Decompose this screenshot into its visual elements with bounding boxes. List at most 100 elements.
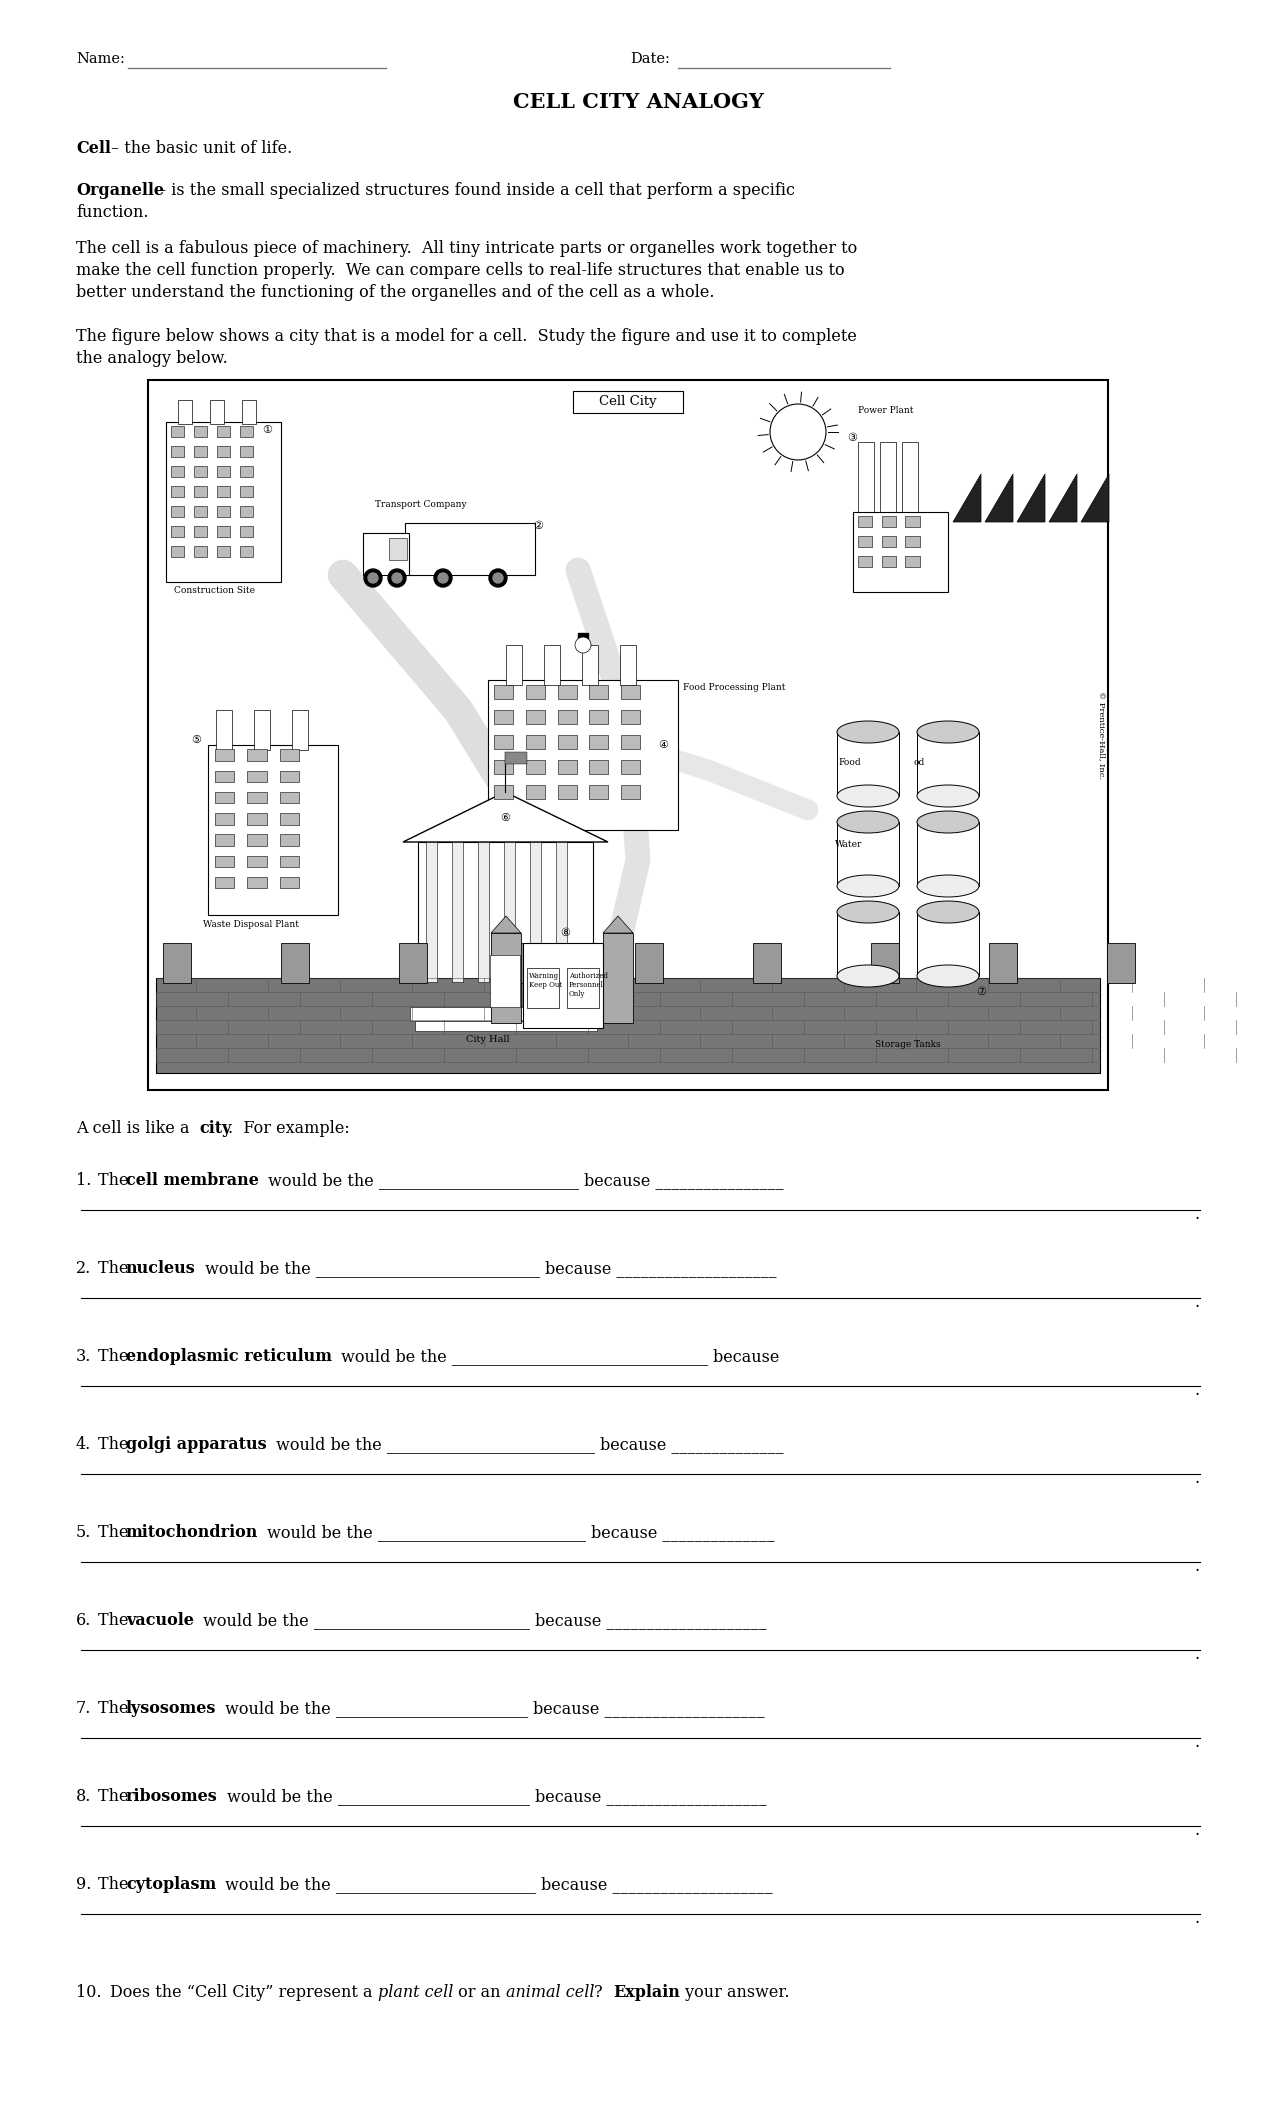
- Bar: [604, 933, 633, 1023]
- Text: Water: Water: [835, 840, 863, 849]
- Text: animal cell: animal cell: [505, 1983, 595, 2000]
- Text: Organelle: Organelle: [77, 183, 165, 200]
- Polygon shape: [403, 792, 607, 843]
- Ellipse shape: [917, 721, 979, 744]
- Text: city: city: [199, 1120, 231, 1137]
- Bar: [487, 681, 678, 830]
- Bar: [211, 399, 225, 424]
- Text: City Hall: City Hall: [466, 1036, 510, 1044]
- Text: .: .: [1194, 1822, 1199, 1838]
- Bar: [558, 786, 577, 798]
- Bar: [217, 427, 231, 437]
- Text: Power Plant: Power Plant: [857, 405, 914, 416]
- Bar: [217, 445, 231, 458]
- Bar: [857, 441, 874, 521]
- Bar: [905, 517, 920, 527]
- Ellipse shape: [837, 721, 900, 744]
- Bar: [279, 792, 299, 803]
- Bar: [902, 441, 917, 521]
- Text: – the basic unit of life.: – the basic unit of life.: [111, 141, 292, 158]
- Text: endoplasmic reticulum: endoplasmic reticulum: [126, 1349, 332, 1366]
- Text: CELL CITY ANALOGY: CELL CITY ANALOGY: [513, 92, 763, 111]
- Bar: [567, 969, 598, 1008]
- Circle shape: [489, 569, 507, 586]
- Text: Waste Disposal Plant: Waste Disposal Plant: [203, 920, 299, 929]
- Text: 7.: 7.: [77, 1700, 92, 1717]
- Text: A cell is like a: A cell is like a: [77, 1120, 195, 1137]
- Bar: [917, 821, 979, 887]
- Bar: [156, 977, 1100, 1074]
- Polygon shape: [1049, 475, 1077, 521]
- Bar: [517, 943, 545, 983]
- Text: would be the _________________________ because ________________: would be the _________________________ b…: [263, 1172, 783, 1189]
- Text: Warning
Keep Out: Warning Keep Out: [530, 973, 563, 990]
- Text: od: od: [914, 758, 924, 767]
- Bar: [214, 834, 234, 847]
- Bar: [556, 843, 567, 981]
- Bar: [590, 685, 609, 700]
- Circle shape: [493, 574, 503, 582]
- Text: The: The: [98, 1172, 134, 1189]
- Bar: [905, 557, 920, 567]
- Bar: [590, 786, 609, 798]
- Text: ribosomes: ribosomes: [126, 1788, 218, 1805]
- Bar: [494, 786, 513, 798]
- Bar: [558, 710, 577, 723]
- Text: your answer.: your answer.: [680, 1983, 790, 2000]
- Bar: [171, 546, 185, 557]
- Text: .: .: [1194, 1471, 1199, 1488]
- Text: 2.: 2.: [77, 1261, 92, 1277]
- Bar: [248, 750, 267, 761]
- Text: mitochondrion: mitochondrion: [126, 1523, 258, 1540]
- Bar: [214, 813, 234, 826]
- Bar: [590, 735, 609, 748]
- Bar: [194, 525, 208, 538]
- Bar: [399, 943, 427, 983]
- Text: Construction Site: Construction Site: [174, 586, 255, 595]
- Text: would be the __________________________ because ______________: would be the __________________________ …: [271, 1435, 783, 1454]
- Text: .: .: [1194, 1559, 1199, 1576]
- Bar: [507, 645, 522, 685]
- Bar: [166, 422, 281, 582]
- Bar: [526, 735, 545, 748]
- Polygon shape: [953, 475, 981, 521]
- Bar: [194, 445, 208, 458]
- Bar: [857, 536, 872, 546]
- Bar: [171, 445, 185, 458]
- Text: function.: function.: [77, 204, 148, 221]
- Text: would be the ________________________________ because: would be the ___________________________…: [336, 1349, 780, 1366]
- Bar: [426, 843, 436, 981]
- Bar: [214, 855, 234, 868]
- Bar: [362, 534, 410, 576]
- Bar: [281, 943, 309, 983]
- Text: 10.: 10.: [77, 1983, 102, 2000]
- Bar: [279, 834, 299, 847]
- Bar: [240, 485, 254, 498]
- Bar: [279, 750, 299, 761]
- Text: .: .: [1194, 1645, 1199, 1664]
- Text: .: .: [1194, 1294, 1199, 1311]
- Text: would be the __________________________ because ______________: would be the __________________________ …: [263, 1523, 775, 1540]
- Bar: [621, 685, 641, 700]
- Bar: [279, 771, 299, 782]
- Bar: [248, 855, 267, 868]
- Bar: [240, 466, 254, 477]
- Text: golgi apparatus: golgi apparatus: [126, 1435, 267, 1454]
- Bar: [248, 834, 267, 847]
- Bar: [621, 761, 641, 773]
- Bar: [526, 685, 545, 700]
- Text: The: The: [98, 1788, 134, 1805]
- Bar: [279, 813, 299, 826]
- Bar: [530, 843, 541, 981]
- Bar: [177, 399, 191, 424]
- Text: – is the small specialized structures found inside a cell that perform a specifi: – is the small specialized structures fo…: [158, 183, 795, 200]
- Bar: [857, 517, 872, 527]
- Text: ③: ③: [847, 433, 857, 443]
- Bar: [214, 750, 234, 761]
- Bar: [248, 771, 267, 782]
- Text: ⑤: ⑤: [191, 735, 202, 746]
- Text: .  For example:: . For example:: [228, 1120, 350, 1137]
- Bar: [242, 399, 256, 424]
- Polygon shape: [1017, 475, 1045, 521]
- Bar: [494, 685, 513, 700]
